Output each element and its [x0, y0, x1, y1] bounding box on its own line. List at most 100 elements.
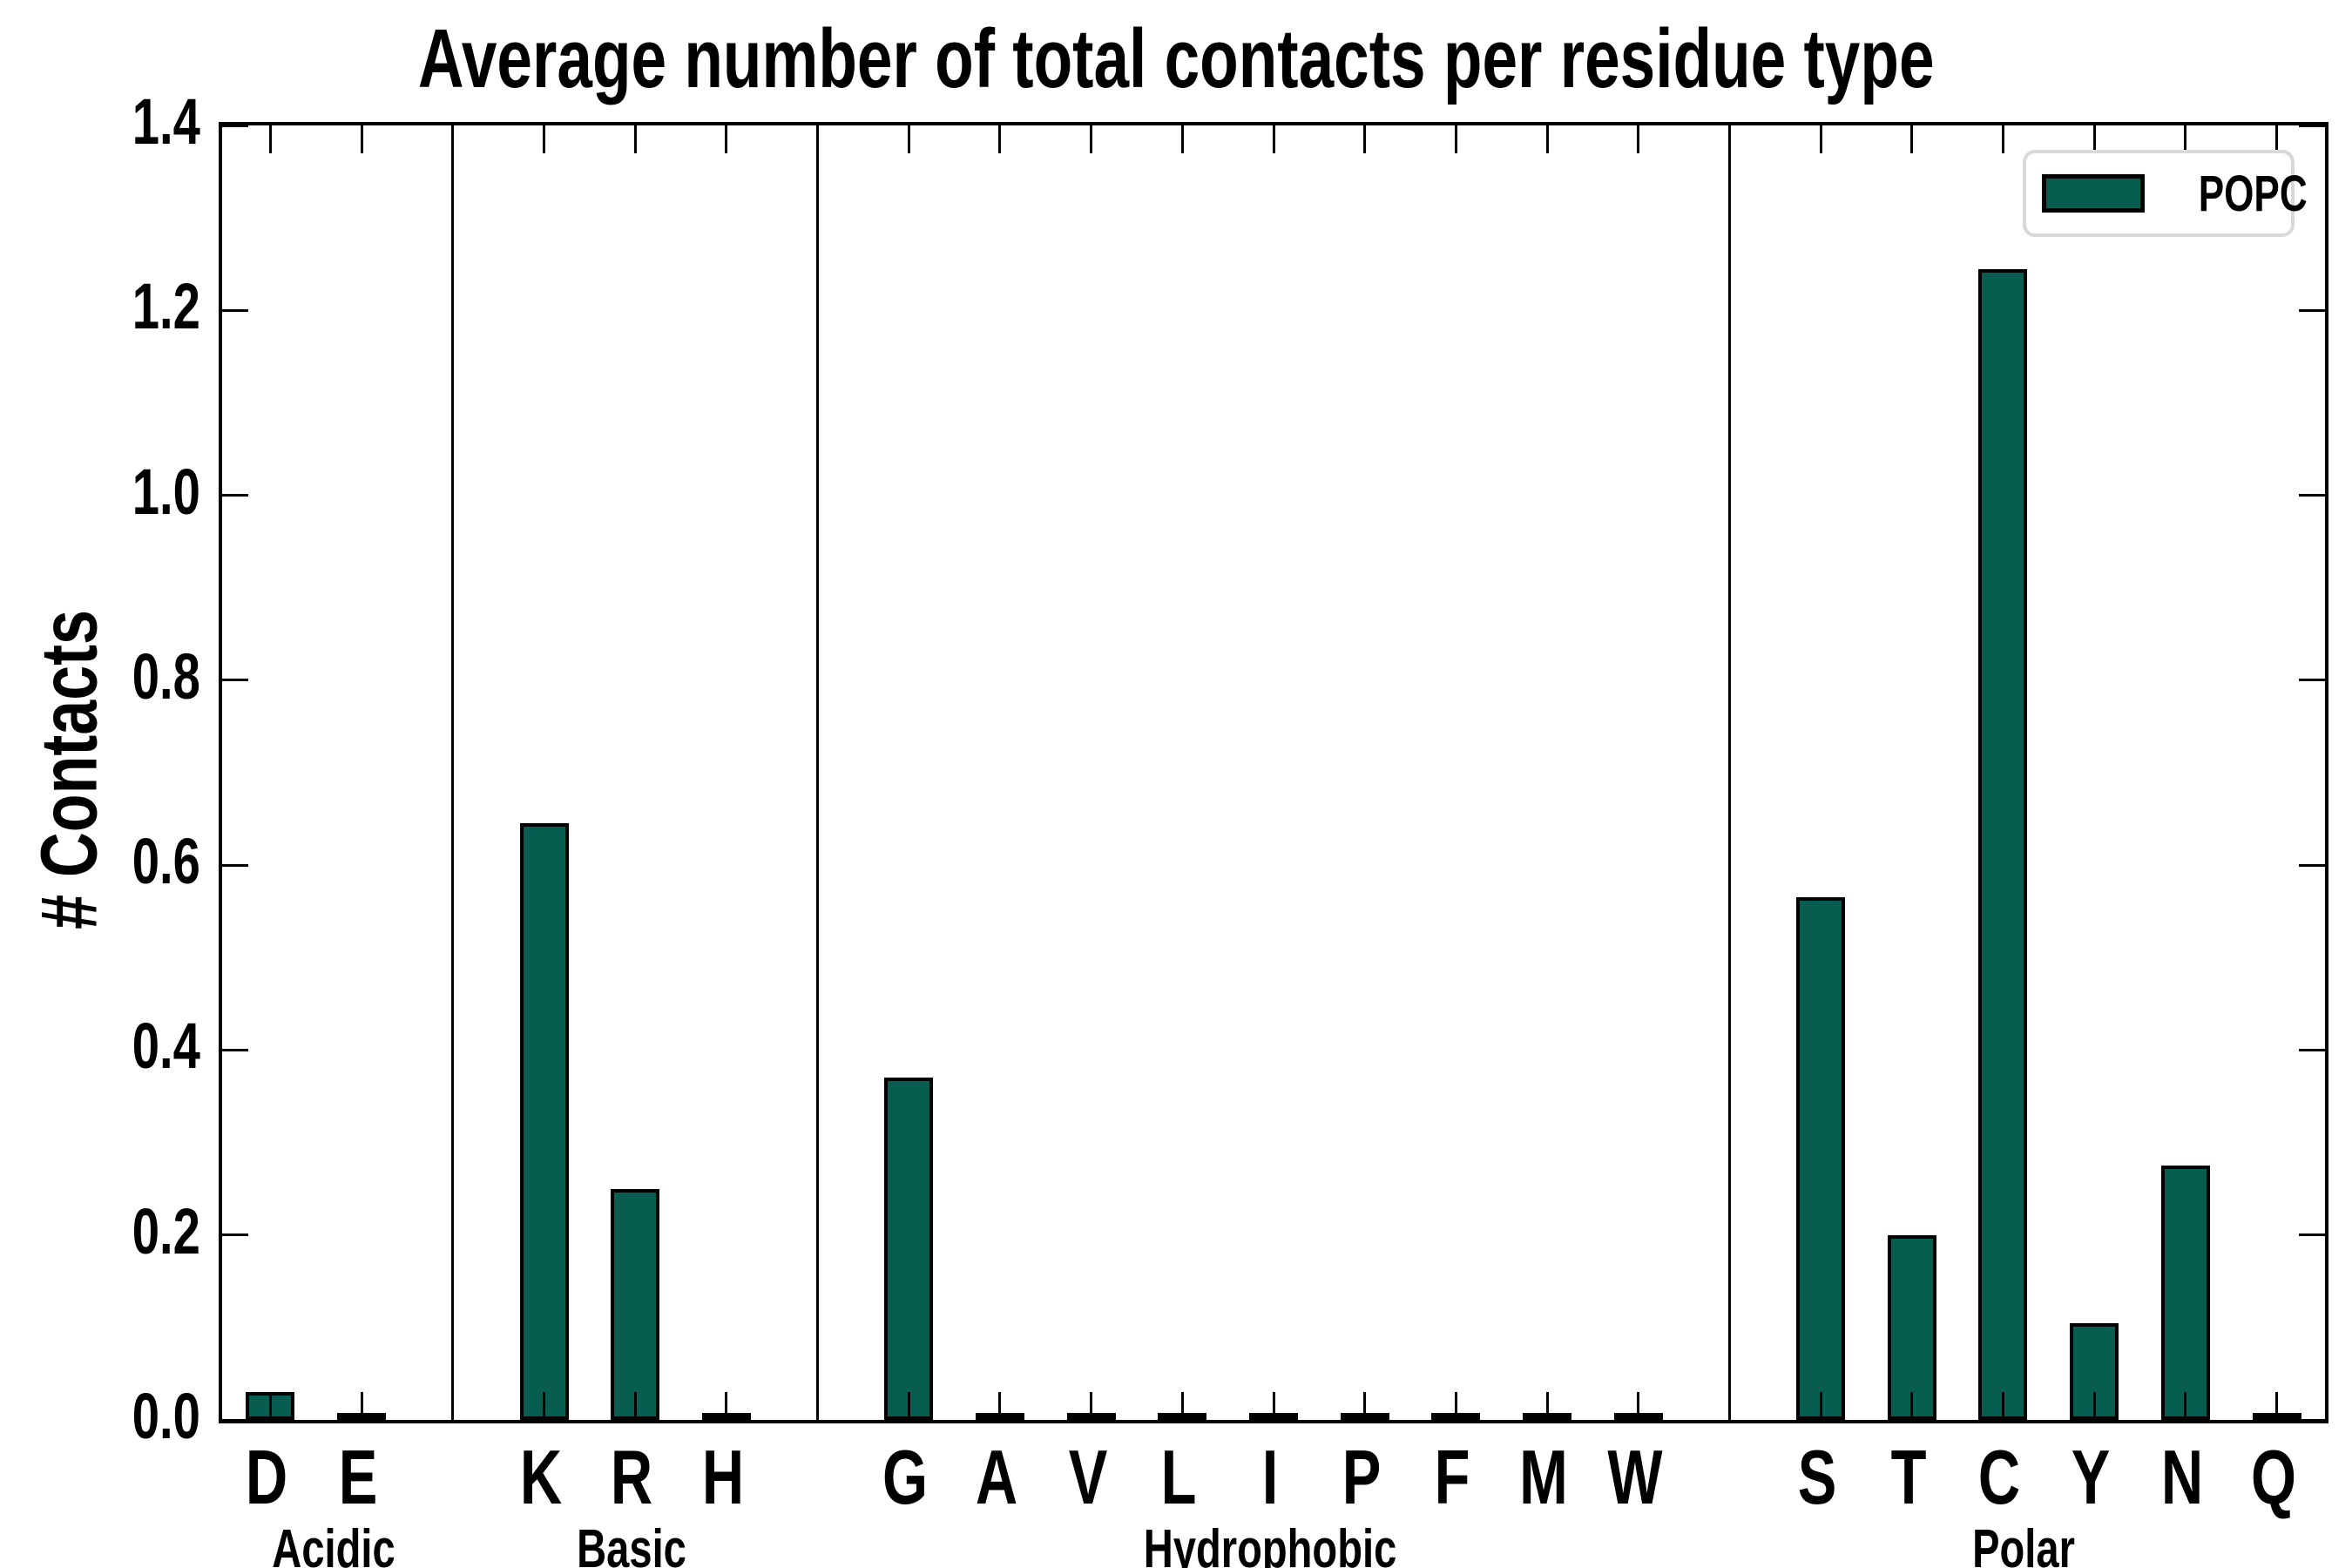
- x-tick-bottom-H: [725, 1392, 728, 1420]
- y-tick-right-1: [2299, 494, 2325, 497]
- legend-swatch-popc: [2042, 174, 2145, 213]
- plot-area: [219, 122, 2328, 1423]
- bar-N: [2160, 1166, 2210, 1420]
- x-label-S: S: [1797, 1434, 1837, 1520]
- x-tick-top-W: [1637, 125, 1640, 153]
- x-tick-bottom-P: [1363, 1392, 1367, 1420]
- y-tick-label-wrap-0.2: 0.2: [0, 1194, 200, 1267]
- y-tick-right-1.2: [2299, 308, 2325, 312]
- group-label-basic: Basic: [577, 1519, 687, 1568]
- x-tick-top-M: [1545, 125, 1549, 153]
- legend-box: POPC: [2023, 150, 2308, 237]
- x-tick-bottom-K: [543, 1392, 546, 1420]
- x-tick-top-N: [2184, 125, 2187, 153]
- x-label-G: G: [882, 1434, 929, 1520]
- x-label-T: T: [1890, 1434, 1927, 1520]
- x-tick-top-C: [2001, 125, 2004, 153]
- x-label-A: A: [975, 1434, 1018, 1520]
- x-tick-bottom-L: [1180, 1392, 1184, 1420]
- y-tick-label: 0.2: [132, 1194, 200, 1267]
- x-tick-bottom-C: [2001, 1392, 2004, 1420]
- x-label-I: I: [1261, 1434, 1279, 1520]
- x-tick-top-H: [725, 125, 728, 153]
- x-tick-bottom-M: [1545, 1392, 1549, 1420]
- x-label-F: F: [1434, 1434, 1470, 1520]
- x-tick-bottom-W: [1637, 1392, 1640, 1420]
- x-tick-bottom-V: [1090, 1392, 1093, 1420]
- y-tick-label-wrap-1.2: 1.2: [0, 274, 200, 339]
- x-tick-bottom-I: [1272, 1392, 1275, 1420]
- y-tick-right-1.4: [2299, 124, 2325, 127]
- y-tick-right-0.4: [2299, 1048, 2325, 1051]
- group-label-acidic: Acidic: [272, 1519, 396, 1568]
- y-tick-label-wrap-1.4: 1.4: [0, 90, 200, 154]
- x-tick-top-Q: [2275, 125, 2279, 153]
- x-label-H: H: [701, 1434, 745, 1520]
- x-label-K: K: [519, 1434, 562, 1520]
- y-tick-left-1.4: [222, 124, 248, 127]
- x-tick-top-V: [1090, 125, 1093, 153]
- x-label-E: E: [338, 1434, 378, 1520]
- x-tick-top-T: [1910, 125, 1914, 153]
- y-tick-label: 0.6: [132, 825, 200, 898]
- x-label-Y: Y: [2071, 1434, 2111, 1520]
- x-label-P: P: [1342, 1434, 1381, 1520]
- group-label-hydrophobic: Hydrophobic: [1143, 1519, 1397, 1568]
- x-label-R: R: [611, 1434, 653, 1520]
- y-tick-label: 1.4: [132, 85, 200, 158]
- chart-title-row: Average number of total contacts per res…: [0, 7, 2352, 112]
- x-label-W: W: [1607, 1434, 1663, 1520]
- x-tick-top-E: [360, 125, 363, 153]
- y-tick-label: 1.2: [132, 270, 200, 343]
- y-tick-right-0.8: [2299, 679, 2325, 682]
- y-tick-left-1: [222, 494, 248, 497]
- x-tick-top-G: [907, 125, 910, 153]
- x-tick-bottom-G: [907, 1392, 910, 1420]
- bar-R: [611, 1188, 660, 1420]
- x-tick-top-L: [1180, 125, 1184, 153]
- x-tick-bottom-A: [998, 1392, 1002, 1420]
- y-tick-label-wrap-0.8: 0.8: [0, 639, 200, 713]
- y-tick-label-wrap-0.4: 0.4: [0, 1014, 200, 1078]
- y-tick-label-wrap-0.0: 0.0: [0, 1384, 200, 1449]
- x-tick-top-A: [998, 125, 1002, 153]
- x-tick-top-D: [268, 125, 272, 153]
- y-tick-right-0.6: [2299, 863, 2325, 867]
- bar-K: [519, 823, 569, 1420]
- x-label-C: C: [1978, 1434, 2021, 1520]
- legend-label-popc: POPC: [2198, 165, 2308, 222]
- x-tick-top-I: [1272, 125, 1275, 153]
- x-tick-top-R: [633, 125, 637, 153]
- x-tick-bottom-D: [268, 1392, 272, 1420]
- y-tick-left-1.2: [222, 308, 248, 312]
- x-tick-bottom-R: [633, 1392, 637, 1420]
- y-tick-label: 0.0: [132, 1380, 200, 1452]
- x-tick-bottom-T: [1910, 1392, 1914, 1420]
- x-label-Q: Q: [2250, 1434, 2296, 1520]
- x-tick-top-P: [1363, 125, 1367, 153]
- x-tick-top-S: [1819, 125, 1822, 153]
- bar-S: [1796, 897, 1846, 1420]
- y-tick-label: 0.4: [132, 1010, 200, 1083]
- x-tick-bottom-S: [1819, 1392, 1822, 1420]
- y-tick-label-wrap-0.6: 0.6: [0, 829, 200, 894]
- x-label-N: N: [2160, 1434, 2203, 1520]
- x-label-L: L: [1160, 1434, 1197, 1520]
- x-label-M: M: [1519, 1434, 1568, 1520]
- x-label-D: D: [246, 1434, 288, 1520]
- x-tick-top-F: [1454, 125, 1457, 153]
- group-separator-2: [816, 125, 820, 1420]
- group-separator-1: [451, 125, 455, 1420]
- y-tick-label: 1.0: [132, 455, 200, 528]
- y-tick-label: 0.8: [132, 639, 200, 713]
- x-tick-bottom-Y: [2092, 1392, 2096, 1420]
- x-tick-bottom-N: [2184, 1392, 2187, 1420]
- group-separator-3: [1727, 125, 1731, 1420]
- x-label-V: V: [1068, 1434, 1107, 1520]
- y-tick-left-0.2: [222, 1233, 248, 1237]
- y-tick-left-0.8: [222, 679, 248, 682]
- x-tick-bottom-Q: [2275, 1392, 2279, 1420]
- x-tick-top-K: [543, 125, 546, 153]
- x-tick-bottom-F: [1454, 1392, 1457, 1420]
